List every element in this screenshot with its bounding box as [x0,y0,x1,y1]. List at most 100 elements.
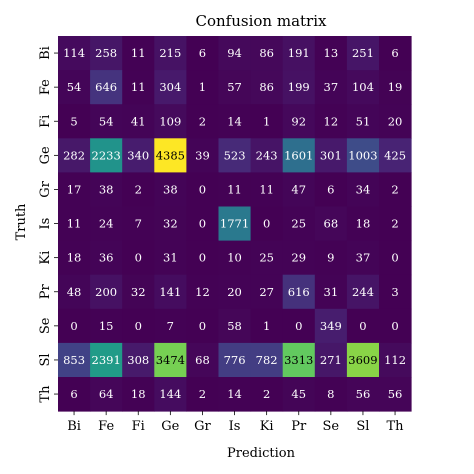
heatmap-cell [250,104,284,139]
heatmap-cell [314,138,348,173]
x-tick-label: Fi [132,419,145,434]
chart-title: Confusion matrix [196,12,327,30]
heatmap-cell [58,274,91,310]
cell-value-label: 20 [388,114,403,128]
cell-value-label: 0 [391,319,398,333]
cell-value-label: 282 [63,148,85,162]
heatmap-cell [346,104,380,139]
heatmap-cell [186,172,219,207]
heatmap-cell [282,138,316,173]
heatmap-cell [250,172,284,207]
heatmap-cell [90,36,123,71]
cell-value-label: 258 [95,46,117,60]
y-tick-label: Se [38,317,53,334]
cell-value-label: 251 [352,46,374,60]
cell-value-label: 2 [391,217,398,231]
cell-value-label: 6 [199,46,206,60]
cell-value-label: 25 [291,217,306,231]
cell-value-label: 8 [327,387,334,401]
heatmap-cell [122,308,155,344]
cell-value-label: 0 [391,251,398,265]
heatmap-cell [250,206,284,242]
heatmap-cell [90,377,123,412]
heatmap-cell [282,70,316,105]
cell-value-label: 68 [195,353,210,367]
heatmap-cell [282,377,316,412]
heatmap-cell [379,377,412,412]
heatmap-cell [250,138,284,173]
heatmap-cell [58,70,91,105]
heatmap-cell [218,104,252,139]
x-tick-label: Fe [98,419,114,434]
cell-value-label: 114 [63,46,85,60]
heatmap-cell [314,36,348,71]
heatmap-cell [250,36,284,71]
cell-value-label: 11 [131,80,146,94]
cell-value-label: 2 [199,114,206,128]
cell-value-label: 0 [199,251,206,265]
heatmap-cell [122,138,155,173]
heatmap-cell [314,206,348,242]
cell-value-label: 308 [127,353,149,367]
heatmap-cell [186,206,219,242]
heatmap-cell [282,308,316,344]
cell-value-label: 144 [159,387,181,401]
cell-value-label: 4385 [156,148,185,162]
heatmap-cell [58,206,91,242]
cell-value-label: 2 [391,182,398,196]
cell-value-label: 56 [356,387,371,401]
cell-value-label: 2 [263,387,270,401]
heatmap-cell [379,36,412,71]
heatmap-cell [154,172,187,207]
heatmap-cell [346,274,380,310]
cell-value-label: 37 [324,80,339,94]
heatmap-cell [58,342,91,378]
heatmap-cell [186,308,219,344]
cell-value-label: 54 [99,114,114,128]
cell-value-label: 109 [159,114,181,128]
y-tick-label: Bi [38,46,53,60]
cell-value-label: 6 [70,387,77,401]
cell-value-label: 271 [320,353,342,367]
cell-value-label: 782 [256,353,278,367]
heatmap-cell [250,240,284,276]
cell-value-label: 12 [324,114,339,128]
heatmap-cell [282,36,316,71]
cell-value-label: 31 [324,285,339,299]
heatmap-cell [122,377,155,412]
cell-value-label: 0 [295,319,302,333]
heatmap-cell [282,240,316,276]
y-tick-label: Ge [38,146,53,164]
x-tick-label: Sl [356,419,369,434]
heatmap-cell [90,206,123,242]
cell-value-label: 215 [159,46,181,60]
cell-value-label: 112 [384,353,406,367]
heatmap-cell [154,240,187,276]
heatmap-cell [218,377,252,412]
x-tick-labels: Bi Fe Fi Ge Gr Is Ki Pr Se Sl Th [67,411,404,434]
heatmap-cell [218,172,252,207]
cell-value-label: 11 [259,182,274,196]
y-tick-label: Is [38,218,53,230]
cell-value-label: 0 [199,182,206,196]
heatmap-cell [250,377,284,412]
cell-value-label: 2233 [92,148,121,162]
heatmap-cell [58,36,91,71]
cell-value-label: 32 [131,285,146,299]
cell-value-label: 3609 [348,353,377,367]
heatmap-cell [58,138,91,173]
cell-value-label: 304 [159,80,181,94]
cell-value-label: 64 [99,387,114,401]
heatmap-cell [122,36,155,71]
heatmap-cell [218,274,252,310]
cell-value-label: 18 [131,387,146,401]
cell-value-label: 0 [263,217,270,231]
cell-value-label: 0 [199,319,206,333]
cell-value-label: 2 [199,387,206,401]
cell-value-label: 24 [99,217,114,231]
y-tick-label: Sl [38,353,53,366]
cell-value-label: 37 [356,251,371,265]
heatmap-cell [58,308,91,344]
heatmap-cell [90,274,123,310]
heatmap-cell [154,70,187,105]
